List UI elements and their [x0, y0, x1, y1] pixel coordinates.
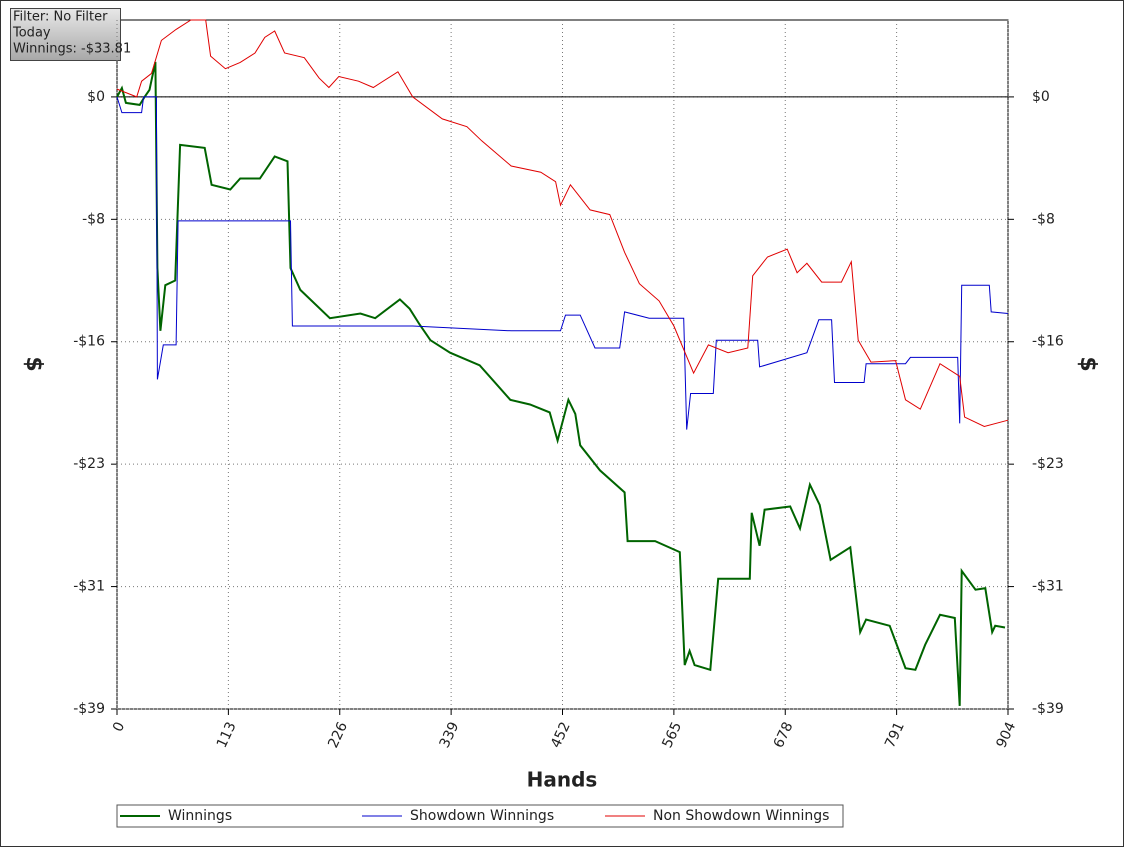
- x-axis-label: Hands: [527, 768, 598, 792]
- y-tick-label-right: -$8: [1032, 211, 1055, 227]
- y-tick-label: -$31: [73, 579, 105, 595]
- y-tick-label-right: $0: [1032, 89, 1050, 105]
- series-line: [116, 61, 1006, 706]
- y-axis-label: $: [21, 356, 46, 371]
- y-tick-label: -$8: [82, 211, 105, 227]
- series-line: [116, 96, 1009, 430]
- y-tick-label: -$39: [73, 701, 105, 717]
- legend-label: Showdown Winnings: [410, 808, 554, 824]
- legend: [116, 804, 844, 828]
- y-axis-label-right: $: [1075, 356, 1100, 371]
- legend-label: Non Showdown Winnings: [653, 808, 829, 824]
- y-tick-label: $0: [87, 89, 105, 105]
- info-box: [10, 8, 121, 61]
- y-tick-label-right: -$16: [1032, 334, 1064, 350]
- y-tick-label-right: -$39: [1032, 701, 1064, 717]
- y-tick-label: -$16: [73, 334, 105, 350]
- info-text: Winnings: -$33.81: [13, 42, 131, 57]
- series-line: [116, 19, 1009, 428]
- y-tick-label-right: -$31: [1032, 579, 1064, 595]
- y-tick-label: -$23: [73, 456, 105, 472]
- info-text: Filter: No Filter: [13, 10, 108, 25]
- legend-label: Winnings: [168, 808, 232, 824]
- info-text: Today: [12, 26, 51, 41]
- y-tick-label-right: -$23: [1032, 456, 1064, 472]
